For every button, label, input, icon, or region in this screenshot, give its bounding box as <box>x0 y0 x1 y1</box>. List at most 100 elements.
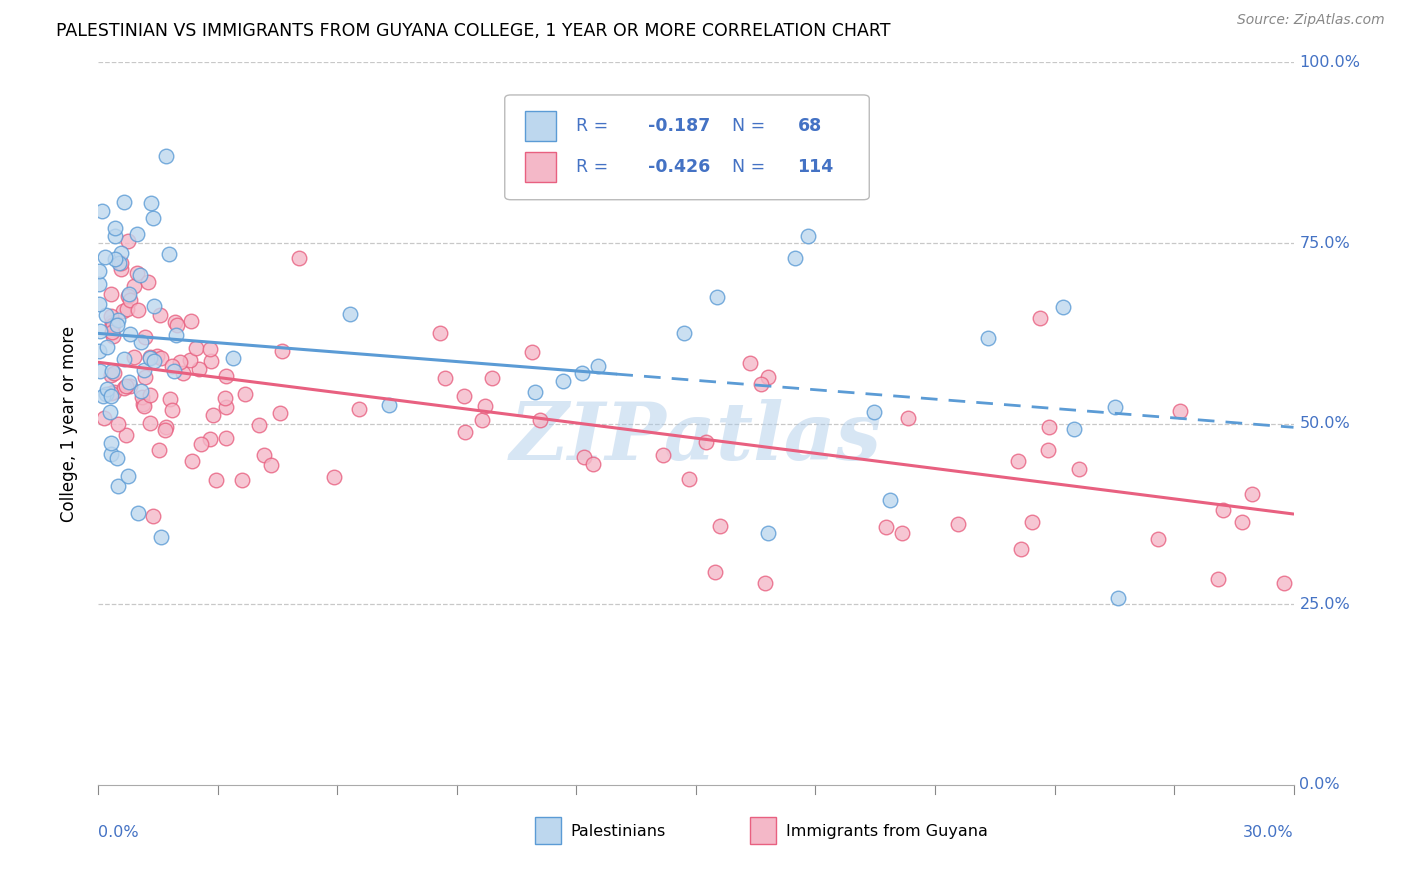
Point <box>142 299 165 313</box>
Point <box>107 312 129 326</box>
Point <box>112 381 135 395</box>
Point <box>101 325 124 339</box>
Point <box>215 401 238 415</box>
Point <box>215 369 238 384</box>
Y-axis label: College, 1 year or more: College, 1 year or more <box>59 326 77 522</box>
Point <box>977 330 1000 344</box>
Point <box>1021 515 1043 529</box>
Point <box>703 565 725 579</box>
Point <box>269 406 291 420</box>
Point <box>180 313 202 327</box>
Point <box>1063 422 1085 436</box>
Point <box>159 247 181 261</box>
Point <box>124 350 146 364</box>
Text: 25.0%: 25.0% <box>1299 597 1350 612</box>
Point <box>104 229 127 244</box>
Point <box>89 324 111 338</box>
Point <box>1147 533 1170 547</box>
Point <box>862 405 884 419</box>
Point <box>89 344 111 359</box>
Point <box>148 442 170 457</box>
Point <box>581 457 603 471</box>
Point <box>117 234 139 248</box>
Point <box>120 293 142 307</box>
Point <box>142 508 165 523</box>
Point <box>110 245 132 260</box>
Text: R =: R = <box>576 158 609 177</box>
Point <box>1029 311 1052 326</box>
Point <box>1069 461 1091 475</box>
Point <box>131 390 153 404</box>
Text: 50.0%: 50.0% <box>1299 417 1350 431</box>
Point <box>162 403 184 417</box>
Point <box>105 318 128 332</box>
Text: ZIPatlas: ZIPatlas <box>510 400 882 477</box>
Point <box>115 379 138 393</box>
Point <box>107 479 129 493</box>
Point <box>1007 454 1029 468</box>
Point <box>115 428 138 442</box>
Point <box>87 296 110 310</box>
Point <box>139 388 162 402</box>
Point <box>100 368 122 383</box>
Point <box>1107 591 1129 606</box>
Point <box>1168 403 1191 417</box>
Point <box>118 376 141 390</box>
Point <box>112 194 135 209</box>
Point <box>756 370 779 384</box>
FancyBboxPatch shape <box>524 152 557 182</box>
Point <box>94 308 117 322</box>
Point <box>453 389 475 403</box>
Point <box>149 530 172 544</box>
Point <box>127 506 149 520</box>
Text: N =: N = <box>733 117 765 135</box>
Text: 0.0%: 0.0% <box>1299 778 1340 792</box>
Point <box>1212 503 1234 517</box>
Point <box>454 425 477 440</box>
Point <box>253 448 276 462</box>
Point <box>129 384 152 398</box>
Point <box>270 343 292 358</box>
Point <box>433 371 456 385</box>
Text: 30.0%: 30.0% <box>1243 825 1294 839</box>
Point <box>149 308 172 322</box>
Point <box>110 255 132 269</box>
Point <box>1052 300 1074 314</box>
Point <box>339 307 361 321</box>
Text: PALESTINIAN VS IMMIGRANTS FROM GUYANA COLLEGE, 1 YEAR OR MORE CORRELATION CHART: PALESTINIAN VS IMMIGRANTS FROM GUYANA CO… <box>56 22 891 40</box>
Point <box>136 275 159 289</box>
Text: 68: 68 <box>797 117 821 135</box>
Point <box>572 450 595 464</box>
Point <box>118 378 141 392</box>
Point <box>897 410 920 425</box>
Point <box>429 326 451 341</box>
FancyBboxPatch shape <box>524 111 557 141</box>
Text: Source: ZipAtlas.com: Source: ZipAtlas.com <box>1237 13 1385 28</box>
FancyBboxPatch shape <box>749 817 776 844</box>
Text: Immigrants from Guyana: Immigrants from Guyana <box>786 824 987 839</box>
Point <box>754 575 776 590</box>
Point <box>214 391 236 405</box>
Point <box>377 398 399 412</box>
Point <box>1038 442 1060 457</box>
Point <box>1010 541 1032 556</box>
Point <box>101 329 124 343</box>
Point <box>153 423 176 437</box>
Point <box>89 264 111 278</box>
Point <box>115 301 138 316</box>
Point <box>875 520 897 534</box>
Point <box>190 436 212 450</box>
Text: 100.0%: 100.0% <box>1299 55 1361 70</box>
Point <box>98 405 121 419</box>
Point <box>522 344 544 359</box>
Point <box>551 374 574 388</box>
Text: -0.426: -0.426 <box>648 158 710 177</box>
Text: 0.0%: 0.0% <box>98 825 139 839</box>
Point <box>198 342 221 356</box>
Point <box>159 392 181 406</box>
Point <box>150 351 173 365</box>
Point <box>103 366 125 380</box>
Point <box>706 290 728 304</box>
Point <box>260 458 283 472</box>
Point <box>222 351 245 365</box>
